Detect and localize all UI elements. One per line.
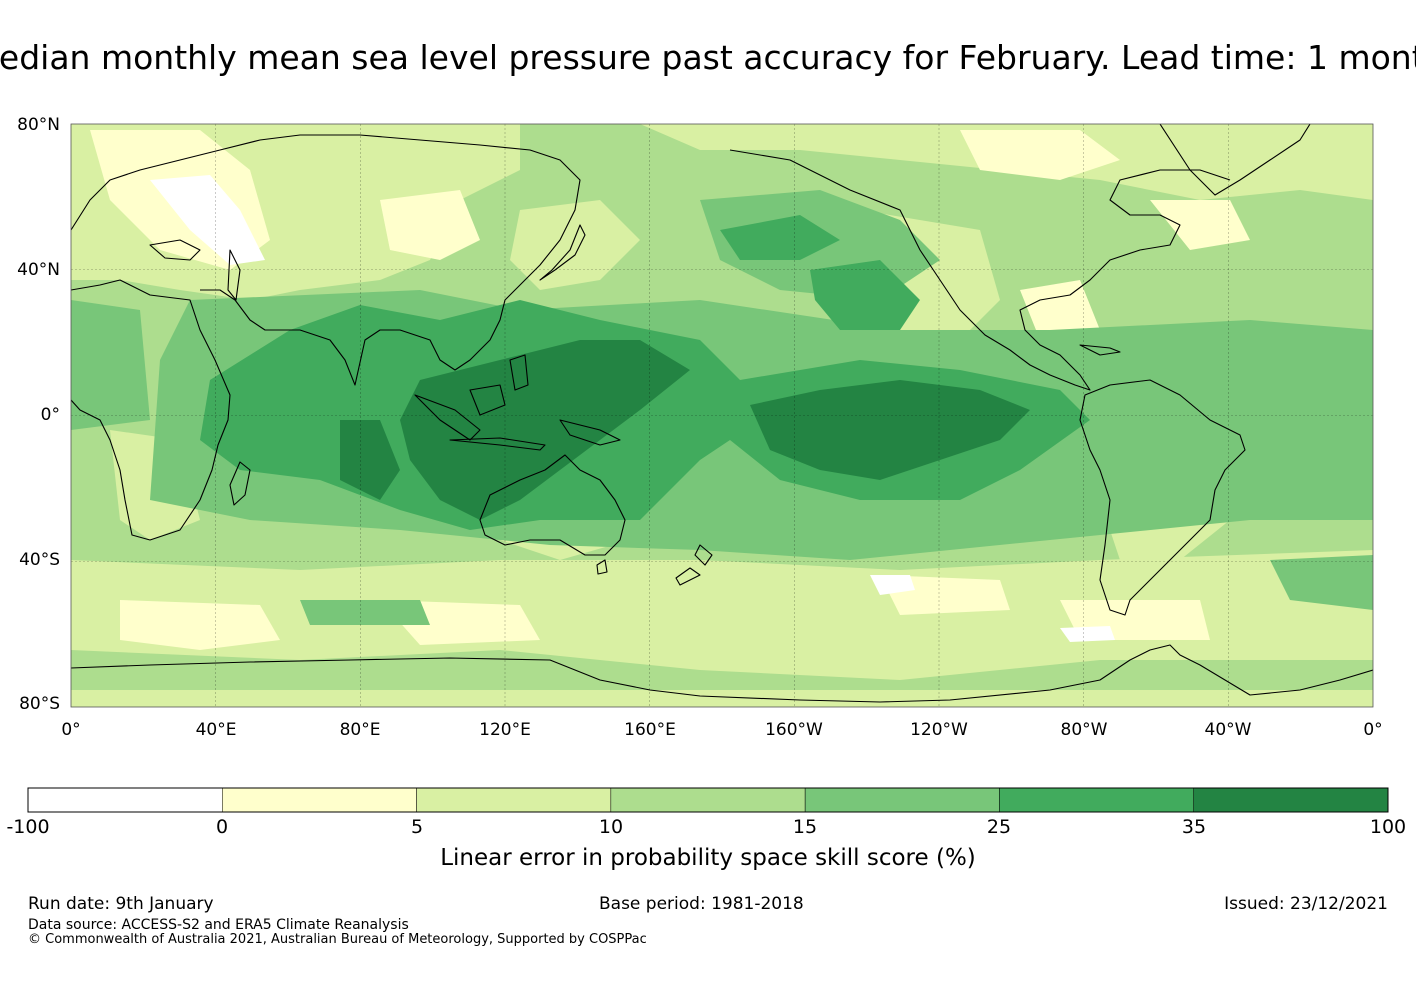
lon-label: 0° [61, 720, 81, 740]
lon-label: 120°E [479, 720, 531, 740]
colorbar-segment [804, 787, 1000, 813]
skill-patches-35-100 [340, 340, 1030, 520]
coastlines [71, 124, 1373, 703]
colorbar-segment [1193, 787, 1389, 813]
colorbar-tick: 35 [1181, 816, 1207, 838]
copyright: © Commonwealth of Australia 2021, Austra… [28, 932, 647, 947]
lat-label: 80°N [17, 115, 60, 135]
lat-label: 80°S [19, 694, 60, 714]
map-frame [70, 123, 1374, 708]
lon-label: 40°E [195, 720, 237, 740]
colorbar-segment [999, 787, 1194, 813]
lon-label: 160°E [624, 720, 676, 740]
data-source: Data source: ACCESS-S2 and ERA5 Climate … [28, 917, 409, 933]
issued-date: Issued: 23/12/2021 [1224, 894, 1388, 914]
colorbar-tick: 100 [1369, 816, 1407, 838]
colorbar-segment [610, 787, 806, 813]
lon-label: 80°E [339, 720, 381, 740]
colorbar-segment [416, 787, 612, 813]
skill-patches-negative [150, 175, 1115, 642]
colorbar-tick: 10 [598, 816, 624, 838]
chart-title: Median monthly mean sea level pressure p… [0, 38, 1416, 77]
colorbar-tick: 0 [215, 816, 229, 838]
lon-label: 80°W [1060, 720, 1108, 740]
colorbar-tick: 5 [410, 816, 424, 838]
base-period: Base period: 1981-2018 [599, 894, 804, 914]
colorbar-segment [222, 787, 417, 813]
lat-label: 40°N [17, 260, 60, 280]
lat-label: 40°S [19, 550, 60, 570]
lon-label: 120°W [910, 720, 968, 740]
lon-label: 40°W [1204, 720, 1252, 740]
colorbar-frame [27, 787, 1389, 813]
run-date: Run date: 9th January [28, 894, 214, 914]
colorbar-tick: -100 [6, 816, 50, 838]
colorbar-tick: 15 [792, 816, 818, 838]
colorbar-segment [27, 787, 223, 813]
lon-label: 0° [1363, 720, 1383, 740]
graticule [71, 124, 1373, 707]
lon-label: 160°W [765, 720, 823, 740]
lat-label: 0° [40, 405, 60, 425]
colorbar [27, 787, 1389, 813]
colorbar-label: Linear error in probability space skill … [440, 845, 976, 871]
colorbar-tick: 25 [986, 816, 1012, 838]
